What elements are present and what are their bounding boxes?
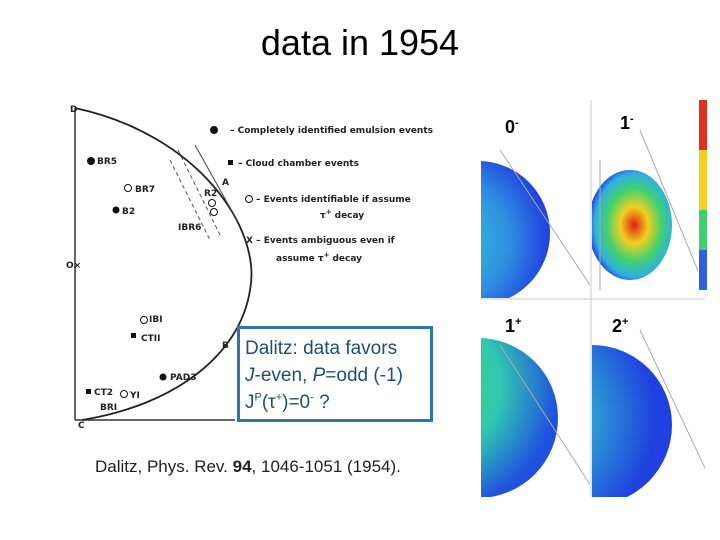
point-label: IBR6: [178, 223, 201, 233]
axis-label: R2: [204, 189, 217, 199]
callout-text: JP(τ+)=0- ?: [245, 389, 430, 416]
legend-text: assume τ+ decay: [276, 251, 362, 264]
callout-text: Dalitz: data favors: [245, 338, 398, 359]
axis-label: C: [78, 421, 85, 431]
point-label: BR7: [135, 185, 155, 195]
point-label: B2: [122, 207, 135, 217]
panel-label: 0-: [505, 117, 519, 138]
slide-title: data in 1954: [260, 22, 460, 63]
legend-text: τ: [320, 211, 326, 221]
legend-text: – Completely identified emulsion events: [230, 126, 433, 136]
legend-text: Completely identified emulsion events: [238, 126, 433, 136]
callout-text: P: [254, 391, 262, 404]
point-label: CT2: [94, 388, 113, 398]
legend-text: – Cloud chamber events: [238, 159, 359, 169]
panel-label: +: [515, 316, 522, 328]
callout-text: )=0: [282, 392, 311, 413]
panel-label: -: [630, 113, 634, 125]
legend-text: τ+ decay: [320, 208, 364, 221]
legend-text: Events ambiguous even if: [264, 236, 395, 246]
citation-text: Dalitz, Phys. Rev.: [95, 457, 233, 476]
panel-label: 1-: [620, 113, 634, 134]
axis-label: D: [70, 105, 77, 115]
citation-volume: 94: [232, 457, 252, 476]
legend-text: +: [326, 208, 332, 216]
callout-text: J: [245, 365, 255, 386]
point-label: BR5: [97, 157, 117, 167]
callout-text: (τ: [261, 392, 276, 413]
panel-label: 2+: [612, 316, 628, 337]
panel-label: 1: [620, 113, 631, 133]
callout-text: ?: [313, 392, 330, 413]
panel-label: -: [515, 117, 519, 129]
panel-label: 2: [612, 316, 623, 336]
legend-text: assume: [276, 254, 315, 264]
callout-text: -even,: [254, 365, 313, 386]
point-label: IBI: [149, 315, 163, 325]
legend-text: X: [246, 236, 253, 246]
callout-box: Dalitz: data favors J-even, P=odd (-1) J…: [237, 326, 433, 422]
legend-text: Cloud chamber events: [246, 159, 359, 169]
legend-text: decay: [332, 254, 362, 264]
callout-text: -: [310, 391, 314, 404]
callout-text: =odd (-1): [325, 365, 403, 386]
panel-label: 1+: [505, 316, 521, 337]
legend-text: τ: [318, 254, 324, 264]
callout-text: +: [275, 391, 283, 404]
panel-label: +: [622, 316, 629, 328]
legend-text: X – Events ambiguous even if: [246, 236, 395, 246]
citation-text: , 1046-1051 (1954).: [251, 457, 401, 476]
callout-text: J-even, P=odd (-1): [245, 362, 430, 389]
legend-text: Events identifiable if assume: [264, 195, 411, 205]
point-label: PAD3: [170, 373, 196, 383]
axis-label: O×: [66, 261, 81, 271]
panel-label: 0: [505, 117, 516, 137]
point-label: YI: [129, 391, 140, 401]
citation: Dalitz, Phys. Rev. 94, 1046-1051 (1954).: [95, 457, 401, 477]
point-label: CTII: [141, 334, 160, 344]
axis-label: B: [222, 341, 229, 351]
panel-label: 1: [505, 316, 516, 336]
callout-text: J: [245, 392, 255, 413]
point-label: BRI: [100, 403, 117, 413]
legend-text: +: [324, 251, 330, 259]
legend-text: decay: [335, 211, 365, 221]
axis-label: A: [222, 178, 229, 188]
legend-text: – Events identifiable if assume: [256, 195, 411, 205]
callout-text: P: [312, 365, 326, 386]
